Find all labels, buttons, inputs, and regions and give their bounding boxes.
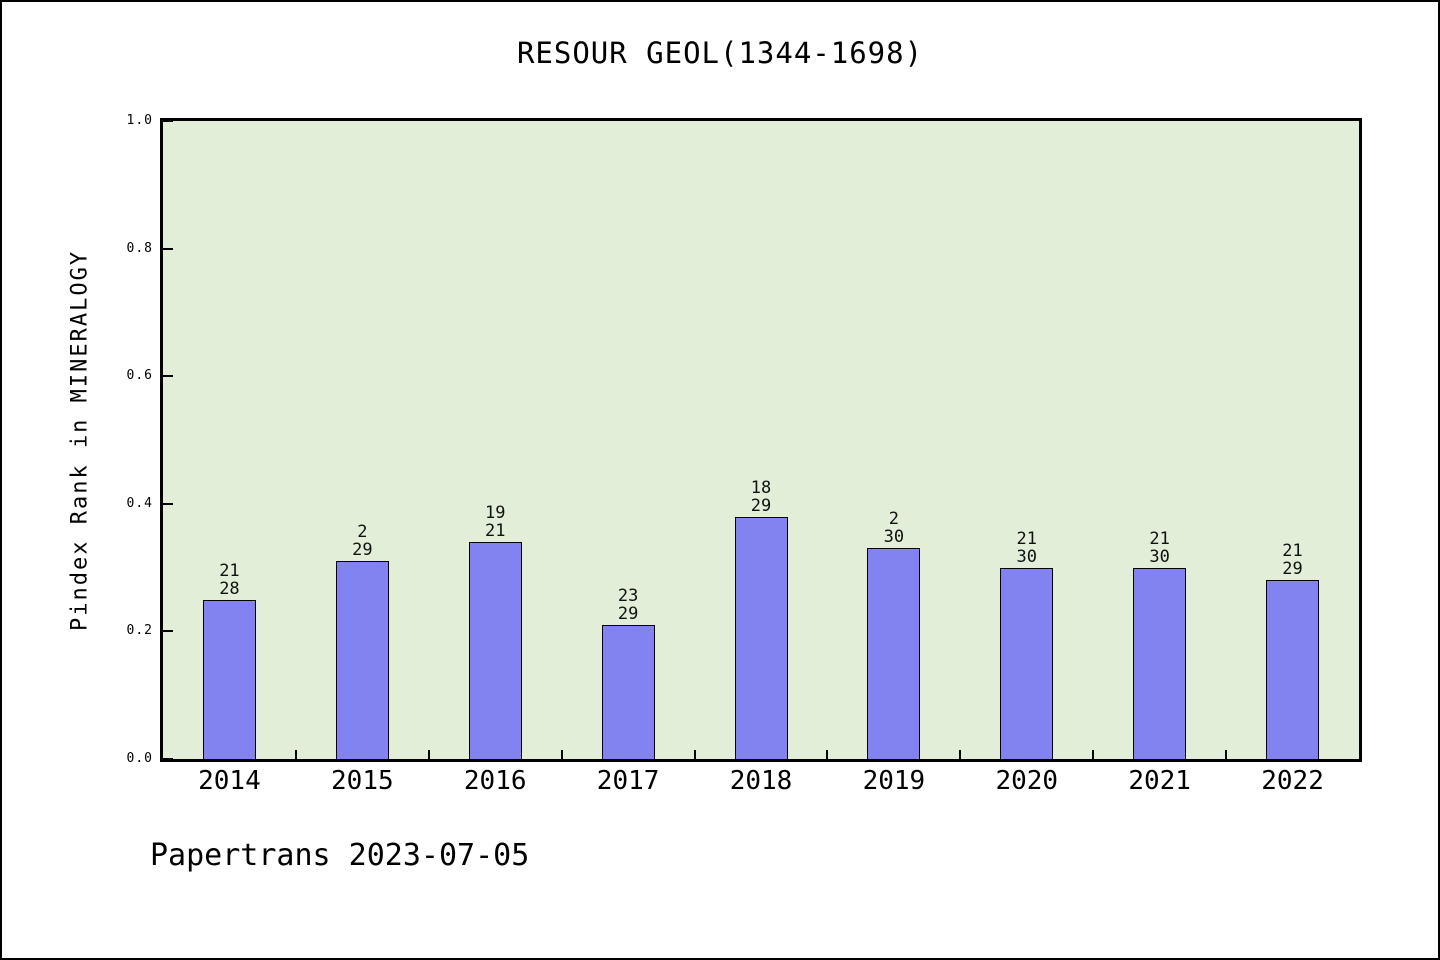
- bar-2019: [867, 548, 921, 759]
- x-tick-label-2018: 2018: [729, 766, 793, 796]
- y-tick-label: 0.6: [126, 368, 153, 384]
- x-tick-label-2022: 2022: [1261, 766, 1324, 796]
- bar-2018: [734, 516, 788, 759]
- y-axis-tick: [163, 247, 173, 250]
- x-axis-boundary-tick: [1225, 750, 1228, 759]
- y-axis-tick: [163, 630, 173, 633]
- x-axis-boundary-tick: [826, 750, 829, 759]
- bar-2021: [1133, 567, 1187, 759]
- bar-2016: [468, 542, 522, 759]
- x-axis-boundary-tick: [959, 750, 962, 759]
- bar-2017: [601, 625, 655, 759]
- bar-2020: [1000, 567, 1054, 759]
- bar-value-label-2020: 21 30: [1016, 528, 1038, 567]
- chart-title: RESOUR GEOL(1344-1698): [516, 36, 924, 70]
- y-tick-label: 0.2: [126, 623, 153, 639]
- x-axis-boundary-tick: [693, 750, 696, 759]
- bar-value-label-2014: 21 28: [219, 560, 240, 599]
- x-tick-label-2014: 2014: [198, 766, 261, 796]
- bar-value-label-2019: 2 30: [883, 509, 905, 548]
- bar-value-label-2015: 2 29: [352, 522, 373, 561]
- y-axis-label: Pindex Rank in MINERALOGY: [67, 249, 93, 631]
- bar-value-label-2021: 21 30: [1149, 528, 1170, 567]
- x-axis-boundary-tick: [1092, 750, 1095, 759]
- y-axis-tick: [163, 502, 173, 505]
- x-tick-label-2021: 2021: [1128, 766, 1191, 796]
- y-tick-label: 0.8: [126, 240, 153, 256]
- bar-value-label-2016: 19 21: [484, 503, 506, 542]
- bar-2014: [202, 599, 256, 759]
- plot-area: 21 28 2 29 19 21 23 29 18 29 2 30 21 30 21 30 21…: [160, 118, 1362, 762]
- y-tick-label: 0.0: [126, 751, 153, 766]
- watermark-text: Papertrans 2023-07-05: [150, 838, 530, 873]
- bar-value-label-2017: 23 29: [617, 586, 639, 625]
- x-axis-boundary-tick: [427, 750, 430, 759]
- bar-2022: [1266, 580, 1320, 759]
- y-axis-tick: [163, 375, 173, 378]
- y-tick-label: 1.0: [126, 113, 153, 128]
- x-tick-label-2016: 2016: [463, 766, 527, 796]
- x-axis-boundary-tick: [294, 750, 297, 759]
- bar-value-label-2022: 21 29: [1282, 541, 1303, 580]
- x-tick-label-2015: 2015: [331, 766, 394, 796]
- x-tick-label-2017: 2017: [596, 766, 660, 796]
- y-tick-label: 0.4: [126, 495, 153, 511]
- x-tick-label-2020: 2020: [995, 766, 1059, 796]
- bar-value-label-2018: 18 29: [750, 477, 772, 516]
- y-axis-tick: [163, 120, 173, 122]
- y-axis-tick: [163, 758, 173, 760]
- x-tick-label-2019: 2019: [862, 766, 926, 796]
- x-axis-boundary-tick: [560, 750, 563, 759]
- bar-2015: [335, 561, 389, 759]
